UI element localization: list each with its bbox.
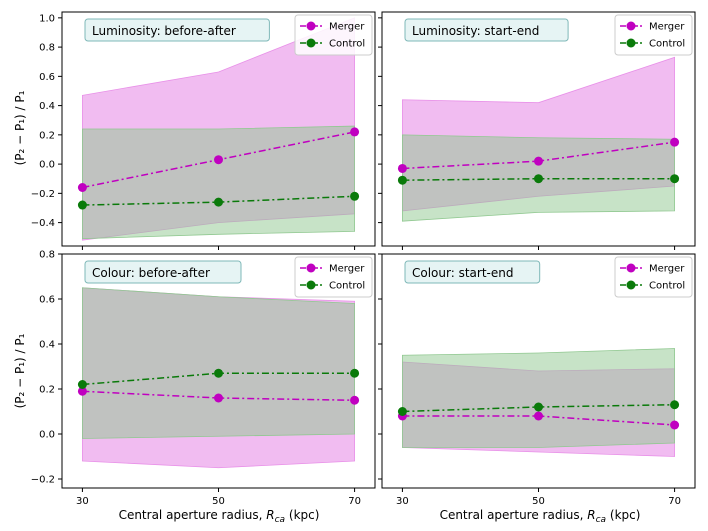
legend-marker-merger <box>626 263 636 273</box>
legend-marker-merger <box>306 21 316 31</box>
panel-3: −0.2 0.0 0.2 0.4 0.6 0.8 30 50 70 Colour: before-… <box>31 250 376 507</box>
point-merger <box>350 127 360 137</box>
point-control <box>670 174 680 184</box>
legend-marker-control <box>626 38 636 48</box>
legend-label-control: Control <box>329 39 365 50</box>
y-tick-label: 0.6 <box>39 295 55 306</box>
x-tick-label: 30 <box>396 496 409 507</box>
panel-title: Luminosity: before-after <box>92 24 236 38</box>
x-tick-label: 50 <box>212 496 225 507</box>
point-merger <box>214 393 223 403</box>
x-tick-label: 70 <box>348 496 361 507</box>
x-tick-label: 50 <box>532 496 545 507</box>
x-axis-label-right: Central aperture radius, Rca (kpc) <box>440 508 641 525</box>
point-control <box>214 197 223 207</box>
x-tick-label: 70 <box>668 496 681 507</box>
y-axis-label-top: (P₂ − P₁) / P₁ <box>13 90 27 165</box>
plot-area <box>77 17 360 241</box>
point-merger <box>534 156 543 166</box>
legend-label-merger: Merger <box>329 22 365 33</box>
point-control <box>350 191 360 201</box>
legend-label-merger: Merger <box>329 264 365 275</box>
y-tick-label: 0.4 <box>39 101 55 112</box>
point-merger <box>670 420 680 430</box>
point-merger <box>397 163 407 173</box>
y-tick-label: 0.2 <box>39 130 55 141</box>
legend-label-merger: Merger <box>649 264 685 275</box>
y-tick-label: 0.0 <box>39 430 55 441</box>
y-axis-label-bottom: (P₂ − P₁) / P₁ <box>13 333 27 408</box>
title-box <box>84 18 270 42</box>
point-control <box>214 368 223 378</box>
legend-marker-control <box>626 280 636 290</box>
y-tick-label: 0.4 <box>39 340 55 351</box>
point-control <box>534 402 543 412</box>
title-box <box>404 260 541 284</box>
point-merger <box>670 137 680 147</box>
panel-title: Colour: before-after <box>92 266 210 280</box>
legend-marker-control <box>306 38 316 48</box>
title-box <box>84 260 242 284</box>
point-merger <box>77 386 87 396</box>
panel-title: Colour: start-end <box>412 266 513 280</box>
x-tick-label: 30 <box>76 496 89 507</box>
panel-2: Luminosity: start-end Merger Control <box>378 11 696 250</box>
x-axis-label-left: Central aperture radius, Rca (kpc) <box>119 508 320 525</box>
point-control <box>397 407 407 416</box>
y-tick-label: −0.4 <box>31 218 55 229</box>
panel-1: −0.4 −0.2 0.0 0.2 0.4 0.6 0.8 1.0 Luminosity: be… <box>31 11 376 250</box>
y-tick-label: −0.2 <box>31 189 55 200</box>
point-control <box>397 175 407 185</box>
y-tick-label: 0.0 <box>39 160 55 171</box>
point-merger <box>534 411 543 421</box>
point-control <box>670 400 680 410</box>
legend-label-merger: Merger <box>649 22 685 33</box>
y-tick-label: 0.6 <box>39 72 55 83</box>
band-control <box>82 125 355 240</box>
y-tick-label: −0.2 <box>31 475 55 486</box>
plot-area <box>397 348 680 457</box>
legend-marker-control <box>306 280 316 290</box>
band-control <box>82 287 355 439</box>
plot-area <box>77 287 360 469</box>
point-control <box>534 174 543 184</box>
band-control <box>402 348 675 448</box>
point-merger <box>350 395 360 405</box>
y-tick-label: 1.0 <box>39 13 55 24</box>
plot-area <box>397 56 680 222</box>
y-tick-label: 0.2 <box>39 385 55 396</box>
panel-title: Luminosity: start-end <box>412 24 539 38</box>
legend-marker-merger <box>306 263 316 273</box>
point-merger <box>77 183 87 192</box>
point-merger <box>214 155 223 165</box>
title-box <box>404 18 569 42</box>
y-tick-label: 0.8 <box>39 43 55 54</box>
point-control <box>350 368 360 378</box>
point-control <box>77 200 87 210</box>
y-tick-label: 0.8 <box>39 250 55 261</box>
point-control <box>77 380 87 389</box>
legend-label-control: Control <box>329 281 365 292</box>
legend-label-control: Control <box>649 281 685 292</box>
panel-4: 30 50 70 Colour: start-end Merger Control <box>378 253 696 507</box>
legend-label-control: Control <box>649 39 685 50</box>
legend-marker-merger <box>626 21 636 31</box>
